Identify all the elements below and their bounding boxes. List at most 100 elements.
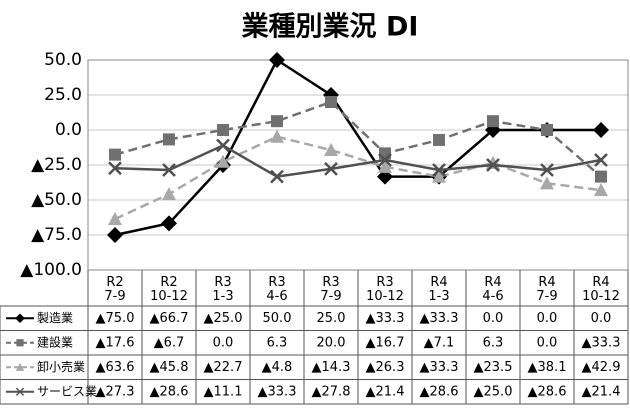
x-tick-label: R4 4-6 [482,275,503,304]
marker [162,187,176,201]
y-tick-label: 0.0 [55,120,82,140]
x-tick-label: R3 4-6 [266,275,287,304]
table-cell: 0.0 [591,311,612,326]
x-tick-label: R3 10-12 [366,275,404,304]
marker [162,163,176,177]
marker [161,215,177,232]
series-line [114,58,601,237]
table-cell: ▲4.8 [262,360,293,375]
marker [594,153,608,167]
table-cell: ▲23.5 [474,360,513,375]
marker [270,169,284,184]
table-cell: ▲22.7 [204,360,243,375]
marker [379,147,391,160]
y-tick-label: ▲25.0 [31,155,82,175]
x-tick-label: R2 10-12 [150,275,188,304]
x-tick-label-line: R2 [160,275,177,290]
marker [487,115,499,128]
marker [433,133,445,146]
table-cell: ▲66.7 [150,311,189,326]
table-cell: ▲11.1 [204,384,243,399]
y-tick-label: 25.0 [44,85,82,105]
x-tick-label-line: 7-9 [536,289,557,304]
x-tick-label-line: 4-6 [266,289,287,304]
table-cell: 6.3 [267,335,288,350]
marker [486,155,500,169]
y-tick-label: ▲50.0 [31,190,82,210]
x-tick-label: R4 7-9 [536,275,557,304]
table-cell: ▲38.1 [528,360,567,375]
marker [541,124,553,136]
y-tick-label: ▲75.0 [31,225,82,245]
legend-marker [15,387,25,396]
x-tick-label-line: 7-9 [320,289,341,304]
table-cell: ▲26.3 [366,360,405,375]
table-cell: ▲21.4 [582,384,621,399]
table-cell: ▲28.6 [420,384,459,399]
table-cell: ▲33.3 [420,360,459,375]
marker [324,162,338,176]
marker [594,183,608,197]
marker [216,154,230,168]
table-cell: 0.0 [537,335,558,350]
x-tick-label-line: R4 [484,275,501,290]
marker [432,169,446,183]
marker [593,122,609,138]
table-cell: ▲21.4 [366,384,405,399]
x-tick-label-line: 1-3 [428,289,449,304]
table-cell: 0.0 [213,335,234,350]
marker [378,153,392,167]
table-cell: 50.0 [263,311,292,326]
x-tick-label-line: 10-12 [150,289,188,304]
table-cell: ▲27.3 [96,384,135,399]
table-cell: ▲28.6 [528,384,567,399]
table-cell: ▲7.1 [424,335,455,350]
marker [108,161,122,176]
table-cell: 25.0 [317,311,346,326]
x-tick-label-line: 4-6 [482,289,503,304]
series-line [114,144,602,178]
table-cell: ▲16.7 [366,335,405,350]
x-tick-label-line: 10-12 [582,289,620,304]
table-cell: 20.0 [317,335,346,350]
marker [540,176,554,190]
table-cell: ▲45.8 [150,360,189,375]
table-cell: ▲27.8 [312,384,351,399]
marker [378,159,392,173]
x-tick-label: R4 1-3 [428,275,449,304]
table-cell: ▲28.6 [150,384,189,399]
marker [270,129,284,143]
x-tick-label-line: R2 [106,275,123,290]
marker [595,170,607,183]
x-tick-label-line: R4 [430,275,447,290]
chart-title: 業種別業況 DI [242,12,419,43]
marker [432,163,446,177]
x-tick-label-line: R3 [268,275,285,290]
marker [163,133,175,146]
x-tick-label: R3 1-3 [212,275,233,304]
series-line [114,100,602,178]
table-cell: 6.3 [483,335,504,350]
legend-label: 製造業 [37,311,73,325]
x-tick-label: R3 7-9 [320,275,341,304]
table-cell: ▲33.3 [420,311,459,326]
table-cell: ▲17.6 [96,335,135,350]
table-cell: ▲63.6 [96,360,135,375]
marker [271,115,283,128]
table-cell: ▲25.0 [474,384,513,399]
marker [216,138,230,153]
y-tick-label: 50.0 [44,50,82,70]
x-tick-label-line: 1-3 [212,289,233,304]
table-cell: ▲33.3 [366,311,405,326]
marker [540,163,554,177]
table-cell: ▲42.9 [582,360,621,375]
y-tick-label: ▲100.0 [20,260,82,280]
legend-label: サービス業 [37,384,97,398]
legend-marker [15,313,25,324]
table-cell: ▲6.7 [154,335,185,350]
table-cell: ▲75.0 [96,311,135,326]
marker [269,52,285,68]
legend-label: 卸小売業 [37,359,85,374]
legend-marker [15,363,25,371]
